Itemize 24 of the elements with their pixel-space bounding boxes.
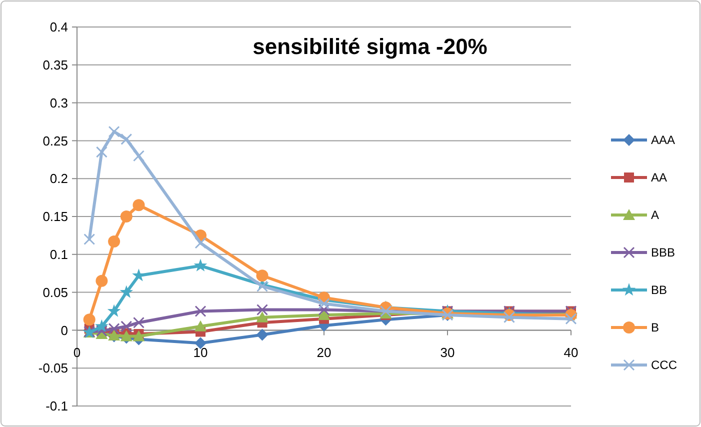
x-tick-label: 20 (316, 345, 332, 360)
y-tick-label: 0.15 (42, 209, 68, 224)
x-tick-label: 30 (440, 345, 455, 360)
x-tick-label: 40 (564, 345, 578, 360)
y-tick-label: 0 (60, 322, 68, 338)
y-tick-label: 0.05 (42, 284, 68, 300)
legend-label: BB (651, 283, 668, 298)
legend-label: AAA (651, 133, 676, 148)
x-tick-label: 0 (73, 345, 81, 360)
chart-title: sensibilité sigma -20% (252, 34, 488, 59)
y-tick-label: 0.25 (42, 133, 68, 148)
legend-label: CCC (651, 358, 678, 372)
y-tick-label: 0.35 (42, 57, 68, 72)
y-tick-label: -0.1 (46, 398, 68, 414)
legend-label: BBB (651, 246, 676, 260)
legend-label: B (651, 320, 660, 335)
y-tick-label: 0.4 (50, 20, 68, 35)
y-tick-label: -0.05 (38, 360, 68, 376)
y-tick-label: 0.1 (50, 246, 68, 262)
y-tick-label: 0.3 (50, 95, 68, 110)
legend-label: A (651, 208, 660, 222)
y-tick-label: 0.2 (50, 171, 68, 186)
legend-label: AA (651, 170, 668, 185)
x-tick-label: 10 (193, 345, 208, 360)
